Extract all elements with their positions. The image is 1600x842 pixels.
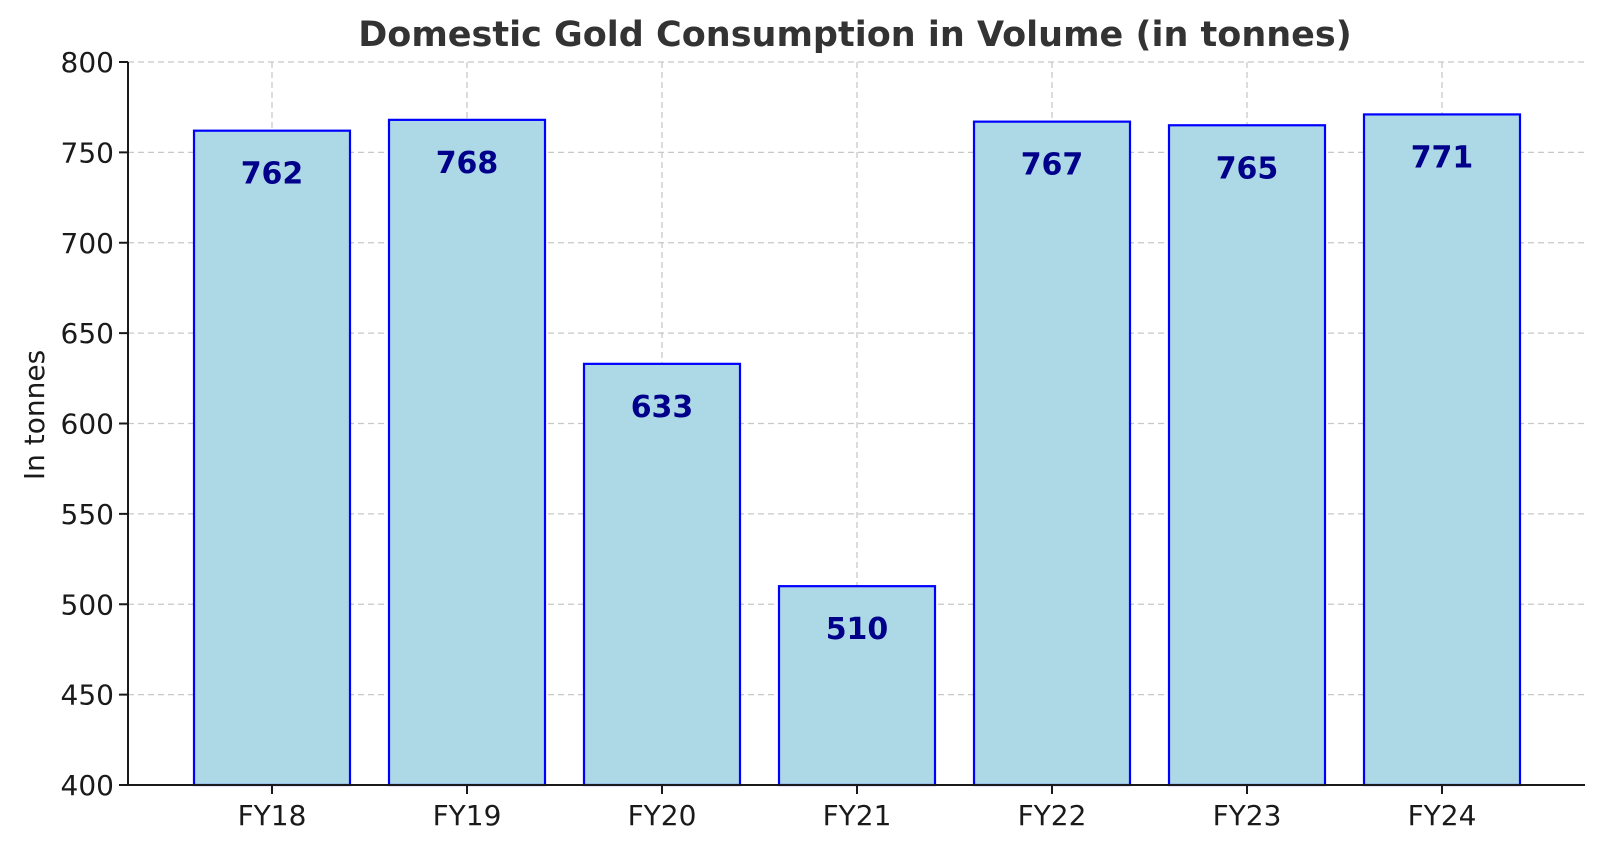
bar-fy24 <box>1362 113 1522 787</box>
data-label-fy23: 765 <box>1216 151 1279 186</box>
x-tick-label: FY18 <box>238 799 307 832</box>
bar-fy18 <box>192 129 352 787</box>
x-tick-label: FY21 <box>823 799 892 832</box>
data-label-fy22: 767 <box>1021 148 1084 183</box>
y-tick-label: 800 <box>61 46 114 79</box>
bar-fy22 <box>972 120 1132 787</box>
data-label-fy21: 510 <box>826 612 889 647</box>
x-tick-label: FY22 <box>1018 799 1087 832</box>
bar-fy19 <box>387 118 547 787</box>
chart-title: Domestic Gold Consumption in Volume (in … <box>358 15 1352 55</box>
bar-fy23 <box>1167 124 1327 787</box>
y-tick-label: 650 <box>61 317 114 350</box>
y-tick-label: 500 <box>61 588 114 621</box>
data-label-fy20: 633 <box>631 390 694 425</box>
data-labels: 762 768 633 510 767 765 771 <box>241 140 1474 647</box>
y-tick-label: 700 <box>61 227 114 260</box>
y-tick-label: 550 <box>61 498 114 531</box>
data-label-fy24: 771 <box>1411 140 1474 175</box>
y-tick-label: 400 <box>61 769 114 802</box>
x-tick-label: FY24 <box>1408 799 1477 832</box>
y-tick-label: 450 <box>61 679 114 712</box>
y-tick-label: 600 <box>61 408 114 441</box>
x-tick-label: FY20 <box>628 799 697 832</box>
axes: 400 450 500 550 600 650 700 750 800 FY18 FY19 FY20 F… <box>61 46 1585 832</box>
y-axis-label: In tonnes <box>18 350 51 480</box>
x-tick-label: FY19 <box>433 799 502 832</box>
y-tick-label: 750 <box>61 136 114 169</box>
bars <box>192 113 1522 787</box>
x-tick-label: FY23 <box>1213 799 1282 832</box>
bar-fy20 <box>582 362 742 787</box>
data-label-fy19: 768 <box>436 146 499 181</box>
data-label-fy18: 762 <box>241 157 304 192</box>
bar-fy21 <box>777 585 937 787</box>
